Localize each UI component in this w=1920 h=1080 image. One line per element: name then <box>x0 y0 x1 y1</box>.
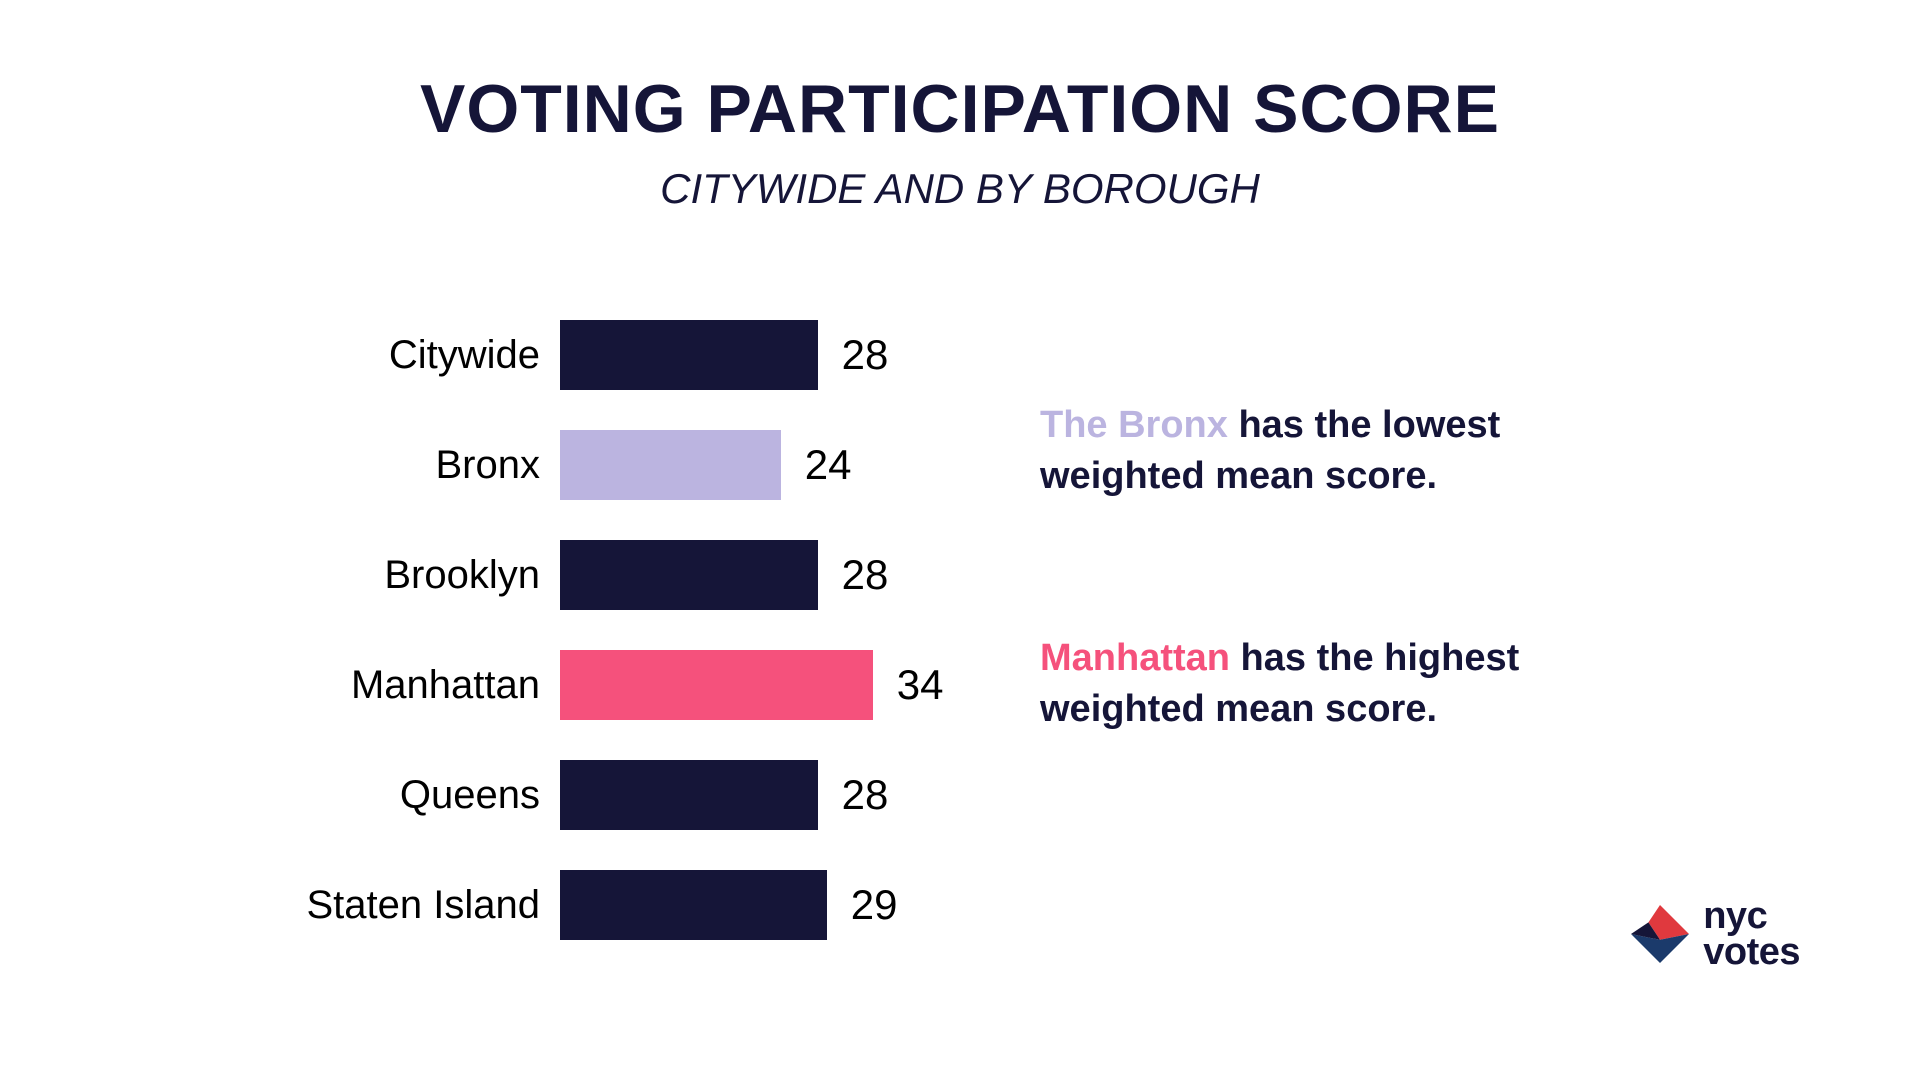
bar <box>560 540 818 610</box>
annotation: The Bronx has the lowest weighted mean s… <box>1040 400 1620 503</box>
bar-row: Brooklyn 28 <box>260 520 980 630</box>
infographic-root: VOTING PARTICIPATION SCORE CITYWIDE AND … <box>0 0 1920 1080</box>
annotation: Manhattan has the highest weighted mean … <box>1040 633 1620 736</box>
value-label: 28 <box>842 771 889 819</box>
annotation-highlight: The Bronx <box>1040 404 1228 446</box>
category-label: Staten Island <box>260 883 560 928</box>
logo-line-1: nyc <box>1703 898 1800 934</box>
logo-mark-icon <box>1631 905 1689 963</box>
chart-title: VOTING PARTICIPATION SCORE <box>0 70 1920 148</box>
bar-wrap: 28 <box>560 320 888 390</box>
category-label: Brooklyn <box>260 553 560 598</box>
category-label: Citywide <box>260 333 560 378</box>
bar-wrap: 29 <box>560 870 898 940</box>
annotations-block: The Bronx has the lowest weighted mean s… <box>1040 400 1620 865</box>
logo-text: nyc votes <box>1703 898 1800 970</box>
bar-wrap: 28 <box>560 760 888 830</box>
value-label: 34 <box>897 661 944 709</box>
value-label: 29 <box>851 881 898 929</box>
value-label: 24 <box>805 441 852 489</box>
bar <box>560 320 818 390</box>
bar <box>560 760 818 830</box>
logo-line-2: votes <box>1703 934 1800 970</box>
category-label: Manhattan <box>260 663 560 708</box>
bar <box>560 870 827 940</box>
chart-subtitle: CITYWIDE AND BY BOROUGH <box>0 165 1920 213</box>
value-label: 28 <box>842 551 889 599</box>
bar-row: Citywide 28 <box>260 300 980 410</box>
category-label: Bronx <box>260 443 560 488</box>
value-label: 28 <box>842 331 889 379</box>
bar-row: Bronx 24 <box>260 410 980 520</box>
bar-row: Staten Island 29 <box>260 850 980 960</box>
bar-row: Manhattan 34 <box>260 630 980 740</box>
bar-wrap: 28 <box>560 540 888 610</box>
bar-wrap: 34 <box>560 650 944 720</box>
bar-wrap: 24 <box>560 430 852 500</box>
annotation-highlight: Manhattan <box>1040 637 1230 679</box>
nycvotes-logo: nyc votes <box>1631 898 1800 970</box>
bar <box>560 430 781 500</box>
bar-chart: Citywide 28 Bronx 24 Brooklyn 28 Manhattan 34 Qu… <box>260 300 980 960</box>
bar-row: Queens 28 <box>260 740 980 850</box>
bar <box>560 650 873 720</box>
category-label: Queens <box>260 773 560 818</box>
